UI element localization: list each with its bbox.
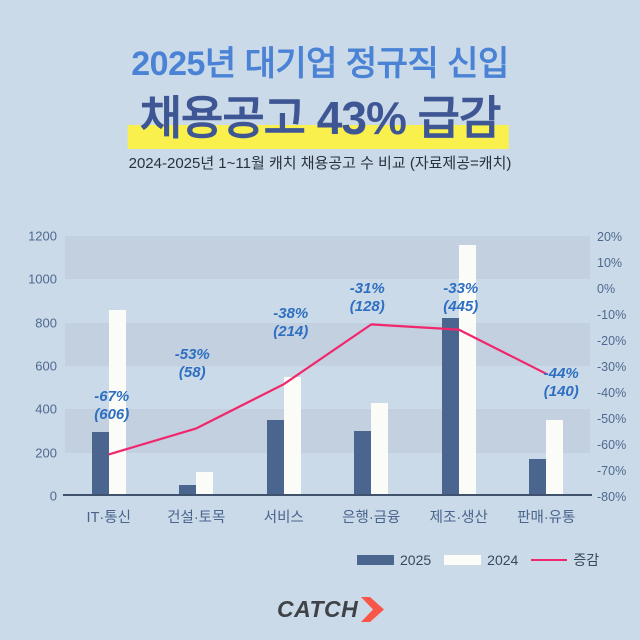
annotation: -53% (58) xyxy=(175,346,210,382)
grid-band xyxy=(65,236,590,280)
legend: 2025 2024 증감 xyxy=(357,551,599,569)
left-axis-tick: 200 xyxy=(35,445,57,461)
annotation-pct: -38% xyxy=(273,305,309,322)
bar-2024 xyxy=(371,402,389,496)
right-axis-tick: -30% xyxy=(597,360,627,374)
bar-2024 xyxy=(546,420,564,496)
right-axis-tick: -10% xyxy=(597,308,627,322)
grid-band xyxy=(65,322,590,366)
legend-label-2024: 2024 xyxy=(487,552,519,568)
left-axis-tick: 800 xyxy=(35,315,57,331)
bar-2024 xyxy=(108,309,126,496)
page-title-line2: 채용공고 43% 급감 xyxy=(139,92,502,144)
bar-2025 xyxy=(441,318,459,496)
right-axis-tick: -80% xyxy=(597,490,627,504)
category-label: 건설·토목 xyxy=(167,510,226,526)
category-label: 제조·생산 xyxy=(429,510,488,526)
right-axis-tick: 10% xyxy=(597,256,623,270)
annotation-count: (140) xyxy=(543,383,579,400)
annotation-count: (214) xyxy=(273,323,309,340)
right-axis-tick: -70% xyxy=(597,464,627,478)
annotation: -38% (214) xyxy=(273,305,308,341)
legend-swatch-2024 xyxy=(444,555,482,565)
legend-line-swatch xyxy=(531,558,568,562)
yellow-highlight xyxy=(127,125,509,149)
bar-2024 xyxy=(458,244,476,496)
annotation-pct: -44% xyxy=(543,365,579,382)
category-label: 판매·유통 xyxy=(517,510,576,526)
bar-2024 xyxy=(196,472,214,496)
catch-logo-text: CATCH xyxy=(277,595,359,622)
category-label: 은행·금융 xyxy=(342,510,401,526)
left-axis-tick: 1000 xyxy=(28,271,57,287)
legend-swatch-2025 xyxy=(357,555,394,565)
plot-area: -67% (606) -53% (58) -38% (214) -31% (128) -33%(… xyxy=(65,236,590,496)
right-axis-tick: -20% xyxy=(597,334,627,348)
annotation: -31% (128) xyxy=(350,280,385,316)
page-title-line2-wrap: 채용공고 43% 급감 xyxy=(127,82,509,149)
category-label: IT·통신 xyxy=(86,510,131,526)
change-line xyxy=(108,323,547,456)
annotation-count: (606) xyxy=(94,406,130,423)
annotation-count: (128) xyxy=(349,298,385,315)
catch-arrow-icon xyxy=(361,597,385,622)
left-axis-tick: 1200 xyxy=(28,228,57,244)
annotation-pct: -31% xyxy=(349,280,385,297)
annotation-pct: -33% xyxy=(443,280,479,297)
annotation-pct: -67% xyxy=(94,388,130,405)
annotation-pct: -53% xyxy=(174,346,210,363)
bar-2024 xyxy=(283,376,301,496)
bar-2025 xyxy=(91,432,109,496)
left-axis-tick: 400 xyxy=(35,401,57,417)
right-axis-tick: -50% xyxy=(597,412,627,426)
right-axis-tick: -40% xyxy=(597,386,627,400)
left-axis-tick: 0 xyxy=(49,488,57,504)
annotation: -67% (606) xyxy=(94,388,129,424)
legend-label-증감: 증감 xyxy=(573,552,600,568)
bar-2025 xyxy=(354,431,372,496)
x-axis-baseline xyxy=(63,494,592,496)
bar-2025 xyxy=(266,420,284,496)
legend-label-2025: 2025 xyxy=(400,552,432,568)
right-axis-tick: -60% xyxy=(597,438,627,452)
left-axis-tick: 600 xyxy=(35,358,57,374)
annotation: -44% (140) xyxy=(544,365,579,401)
bar-2025 xyxy=(179,485,197,496)
annotation-count: (58) xyxy=(178,364,206,381)
annotation-count: (445) xyxy=(443,298,479,315)
bar-2025 xyxy=(529,459,547,496)
subtitle: 2024-2025년 1~11월 캐치 채용공고 수 비교 (자료제공=캐치) xyxy=(128,155,512,172)
page-title-line1: 2025년 대기업 정규직 신입 xyxy=(131,45,509,83)
right-axis-tick: 20% xyxy=(597,230,623,244)
right-axis-tick: 0% xyxy=(597,282,616,296)
annotation: -33% (445) xyxy=(443,280,478,316)
grid-band xyxy=(65,409,590,453)
catch-logo: CATCH xyxy=(277,595,385,623)
category-label: 서비스 xyxy=(263,510,304,526)
